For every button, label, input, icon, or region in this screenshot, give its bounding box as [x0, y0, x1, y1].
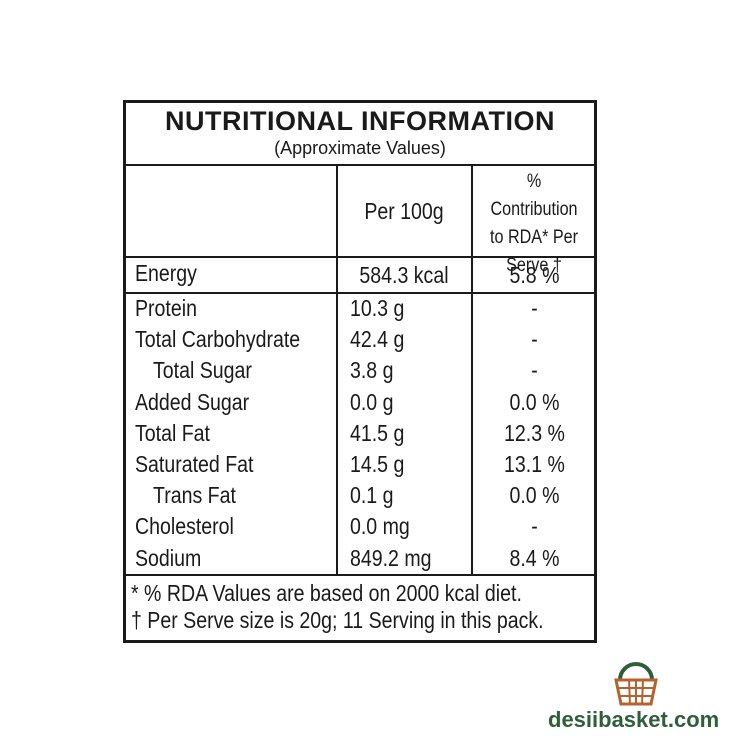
- nutrient-name: Saturated Fat: [135, 451, 254, 477]
- nutrient-name: Sodium: [135, 544, 202, 571]
- rda: -: [531, 513, 538, 540]
- rule: [123, 256, 597, 258]
- rda: 0.0 %: [509, 482, 560, 509]
- nutrient-name: Total Sugar: [153, 357, 252, 384]
- nutrient-name: Trans Fat: [153, 482, 236, 509]
- rda: 12.3 %: [504, 419, 565, 446]
- per-100g: 3.8 g: [350, 357, 394, 384]
- nutrient-name: Cholesterol: [135, 513, 234, 540]
- label-box: [123, 100, 597, 643]
- nutrient-name: Protein: [135, 295, 197, 321]
- per-100g: 0.0 mg: [350, 513, 410, 540]
- per-100g: 0.0 g: [350, 388, 394, 415]
- rule: [123, 164, 597, 166]
- brand: desiibasket.com: [548, 707, 720, 732]
- per-100g: 849.2 mg: [350, 544, 432, 571]
- per-100g: 10.3 g: [350, 295, 405, 321]
- rda: -: [531, 295, 538, 321]
- nutrient-name: Added Sugar: [135, 388, 250, 415]
- subtitle: (Approximate Values): [274, 138, 446, 158]
- rda: 13.1 %: [504, 451, 565, 477]
- per-100g: 584.3 kcal: [359, 262, 449, 288]
- per-100g: 42.4 g: [350, 326, 405, 353]
- title: NUTRITIONAL INFORMATION: [165, 106, 555, 136]
- column-header: Per 100g: [364, 198, 444, 224]
- per-100g: 0.1 g: [350, 482, 394, 509]
- per-100g: 41.5 g: [350, 419, 405, 446]
- column-header: % Contribution to RDA* Per Serve †: [490, 171, 578, 276]
- nutrient-name: Energy: [135, 260, 197, 286]
- rule: [123, 574, 597, 576]
- footnote: * % RDA Values are based on 2000 kcal di…: [131, 580, 522, 606]
- rule: [336, 165, 338, 575]
- nutrient-name: Total Carbohydrate: [135, 326, 301, 353]
- rda: 0.0 %: [509, 388, 560, 415]
- rda: -: [531, 357, 538, 384]
- rda: -: [531, 326, 538, 353]
- nutrient-name: Total Fat: [135, 419, 210, 446]
- rule: [123, 292, 597, 294]
- rda: 5.8 %: [509, 262, 560, 288]
- footnote: † Per Serve size is 20g; 11 Serving in t…: [131, 607, 544, 633]
- rda: 8.4 %: [509, 544, 560, 571]
- basket-logo: [614, 662, 658, 706]
- rule: [471, 165, 473, 575]
- per-100g: 14.5 g: [350, 451, 405, 477]
